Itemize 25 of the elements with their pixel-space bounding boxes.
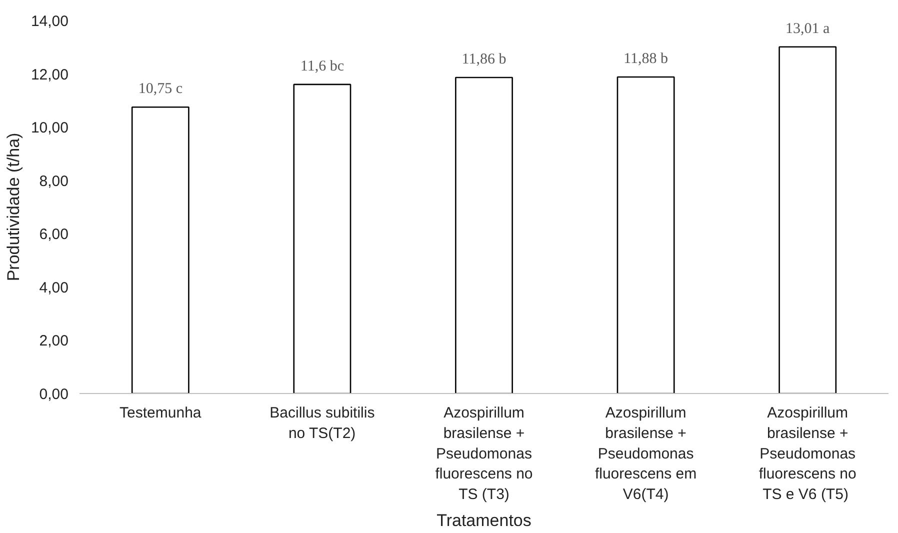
bar xyxy=(778,46,837,394)
y-tick-label: 8,00 xyxy=(39,172,69,190)
bar xyxy=(131,106,190,394)
y-tick-label: 4,00 xyxy=(39,279,69,296)
y-axis-title: Produtividade (t/ha) xyxy=(4,132,23,282)
y-tick-label: 6,00 xyxy=(39,226,69,244)
x-tick-label: Bacillus subitilis no TS(T2) xyxy=(270,404,375,442)
bar xyxy=(616,76,675,394)
y-tick-label: 10,00 xyxy=(30,120,69,137)
x-tick-label: Azospirillum brasilense + Pseudomonas fluorescens em V6(T4) xyxy=(594,404,697,504)
data-label: 10,75 c xyxy=(138,81,183,98)
bar xyxy=(455,76,513,394)
y-tick-label: 0,00 xyxy=(39,386,69,403)
y-tick-label: 2,00 xyxy=(39,332,69,350)
data-label: 11,6 bc xyxy=(300,58,344,74)
x-tick-label: Azospirillum brasilense + Pseudomonas fluorescens no TS (T3) xyxy=(435,404,533,504)
y-tick-label: 14,00 xyxy=(30,13,69,30)
x-axis-title: Tratamentos xyxy=(436,511,532,530)
x-tick-label: Testemunha xyxy=(120,404,202,422)
data-label: 11,86 b xyxy=(462,52,506,68)
x-tick-label: Azospirillum brasilense + Pseudomonas fluorescens no TS e V6 (T5) xyxy=(758,404,856,504)
bar xyxy=(293,84,352,394)
data-label: 13,01 a xyxy=(786,20,830,37)
data-label: 11,88 b xyxy=(624,50,668,67)
y-tick-label: 12,00 xyxy=(30,66,69,84)
